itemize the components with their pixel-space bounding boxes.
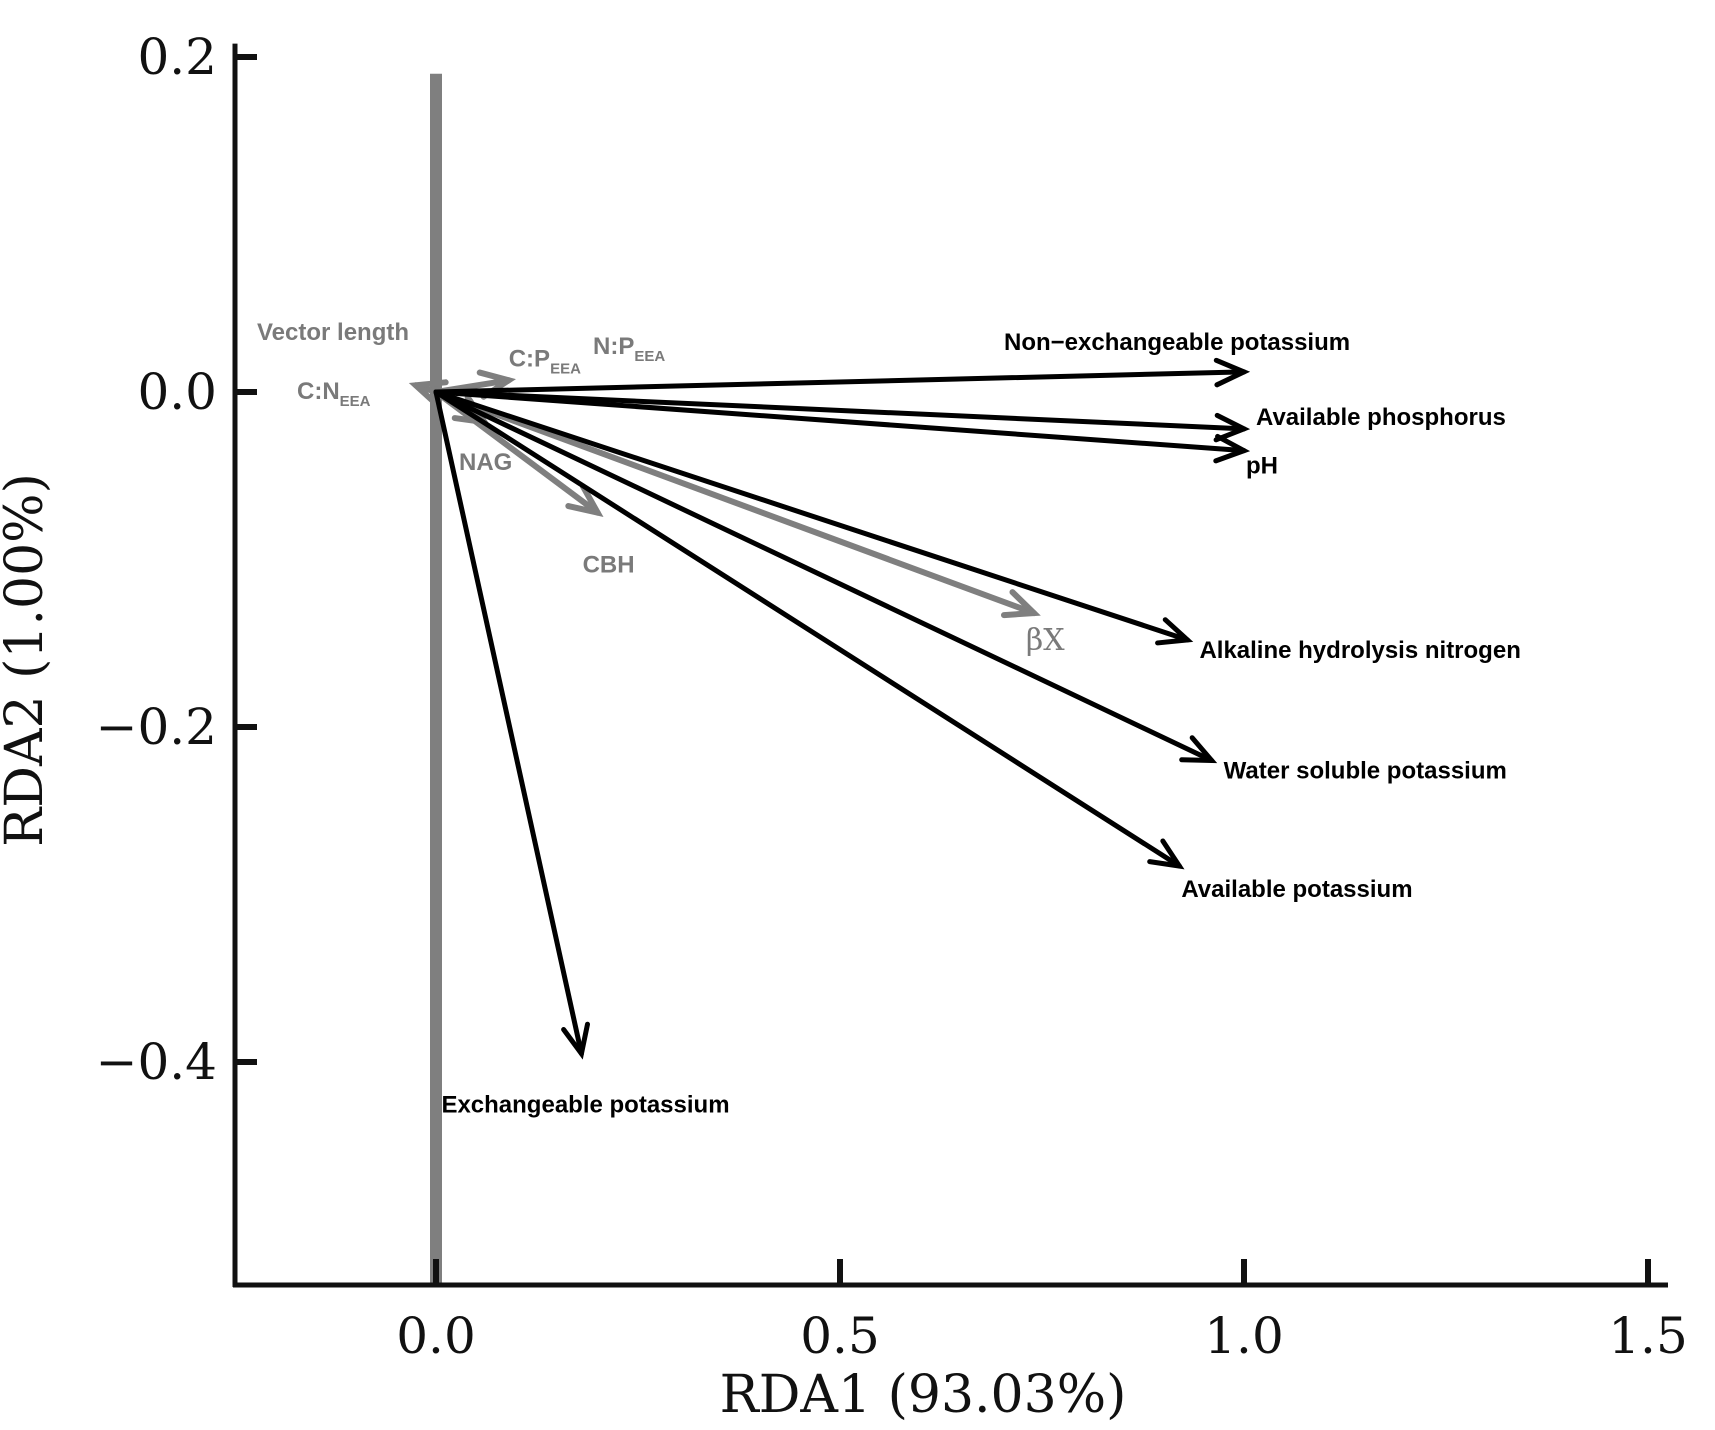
env-vector-label: Exchangeable potassium: [441, 1092, 729, 1119]
enzyme-label-subscript: EEA: [340, 393, 371, 410]
env-vector-label: Available potassium: [1181, 876, 1412, 903]
enzyme-vector-label: βX: [1026, 623, 1065, 658]
env-vector-label: Alkaline hydrolysis nitrogen: [1199, 637, 1520, 664]
environmental-vectors: [433, 357, 1251, 1060]
env-vector-3: [433, 389, 1194, 646]
y-tick-label: 0.0: [137, 363, 217, 421]
env-vector-0: [433, 357, 1251, 395]
annotation-label: N:PEEA: [593, 333, 665, 365]
x-tick-label: 0.0: [396, 1307, 476, 1365]
annotation-label: Vector length: [257, 319, 409, 346]
x-tick-label: 1.0: [1204, 1307, 1284, 1365]
env-vector-1: [433, 389, 1251, 443]
env-vector-4: [433, 389, 1218, 764]
x-tick-label: 0.5: [800, 1307, 880, 1365]
env-vector-label: Non−exchangeable potassium: [1004, 329, 1350, 356]
env-vector-5: [433, 389, 1185, 870]
y-axis-title: RDA2 (1.00%): [0, 473, 55, 847]
env-vector-2: [433, 389, 1251, 464]
enzyme-label-subscript: EEA: [550, 360, 581, 377]
enzyme-vector-label: CBH: [583, 552, 635, 579]
enzyme-label-main: βX: [1026, 623, 1065, 658]
env-vector-6: [433, 389, 591, 1060]
x-axis-title: RDA1 (93.03%): [720, 1365, 1127, 1425]
enzyme-vector-label: C:NEEA: [297, 378, 371, 410]
env-vector-label: pH: [1246, 453, 1278, 480]
enzyme-label-main: NAG: [459, 449, 512, 476]
env-vector-label: Available phosphorus: [1256, 404, 1506, 431]
enzyme-vector-label: C:PEEA: [509, 345, 581, 377]
x-tick-label: 1.5: [1608, 1307, 1688, 1365]
env-vector-label: Water soluble potassium: [1224, 758, 1507, 785]
vector-labels: Non−exchangeable potassium Available phos…: [257, 319, 1521, 1119]
y-tick-label: −0.4: [96, 1033, 217, 1091]
y-tick-label: −0.2: [96, 698, 217, 756]
enzyme-label-main: C:P: [509, 345, 550, 372]
enzyme-vector-4: [408, 379, 449, 409]
enzyme-vector-0: [433, 389, 1041, 619]
x-axis-ticks: 0.0 0.5 1.0 1.5: [396, 1259, 1688, 1365]
annotation-main: Vector length: [257, 319, 409, 346]
annotation-subscript: EEA: [634, 348, 665, 365]
y-axis-ticks: 0.2 0.0 −0.2 −0.4: [96, 28, 257, 1091]
y-tick-label: 0.2: [137, 28, 217, 86]
annotation-main: N:P: [593, 333, 634, 360]
enzyme-label-main: CBH: [583, 552, 635, 579]
enzyme-label-main: C:N: [297, 378, 340, 405]
enzyme-vector-label: NAG: [459, 449, 512, 476]
